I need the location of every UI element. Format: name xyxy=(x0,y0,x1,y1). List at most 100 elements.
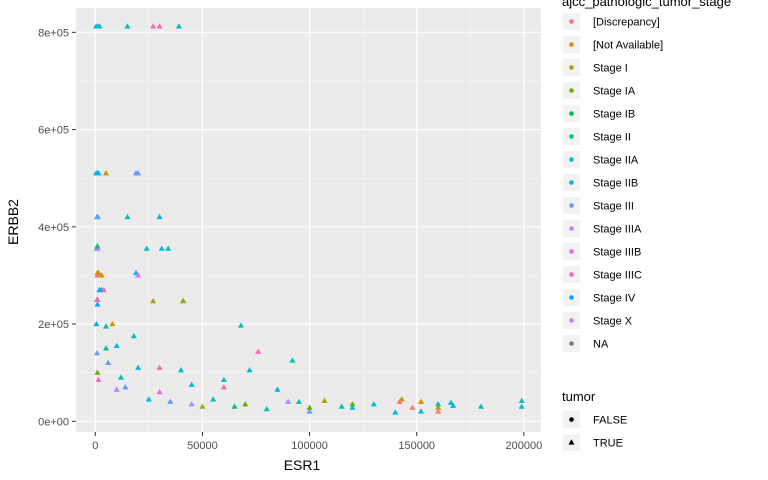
data-point xyxy=(145,396,152,402)
data-point xyxy=(156,364,163,370)
legend-label: Stage IIB xyxy=(593,178,638,190)
data-point xyxy=(435,401,442,407)
legend-swatch xyxy=(569,88,574,93)
legend-label: Stage IIA xyxy=(593,155,639,167)
data-point xyxy=(143,245,150,251)
legend-swatch xyxy=(569,134,574,139)
data-point xyxy=(124,23,131,29)
minor-gridlines xyxy=(76,8,541,432)
x-tick-label: 150000 xyxy=(398,440,435,452)
data-point xyxy=(93,296,101,302)
data-point xyxy=(94,272,101,278)
data-point xyxy=(417,408,425,414)
data-point xyxy=(199,403,206,409)
data-point xyxy=(188,401,195,407)
x-axis-label: ESR1 xyxy=(284,457,321,473)
legend-swatch xyxy=(569,318,574,323)
data-point xyxy=(255,348,262,354)
legend-label: TRUE xyxy=(593,438,623,450)
legend-swatch xyxy=(569,19,574,24)
y-tick-label: 0e+00 xyxy=(38,416,69,428)
legend-swatch xyxy=(569,42,574,47)
data-point xyxy=(180,297,187,303)
data-point xyxy=(370,401,377,407)
color-legend-title: ajcc_pathologic_tumor_stage xyxy=(562,0,731,9)
data-point xyxy=(263,405,270,412)
legend-swatch xyxy=(569,272,574,277)
legend-swatch xyxy=(569,341,574,346)
data-point xyxy=(447,399,455,405)
legend-swatch xyxy=(569,65,574,70)
data-point xyxy=(150,298,157,304)
shape-legend-title: tumor xyxy=(562,389,596,404)
legend-swatch xyxy=(569,417,574,422)
data-point xyxy=(177,367,185,373)
data-point xyxy=(306,408,313,414)
data-point xyxy=(518,397,525,403)
y-tick-label: 4e+05 xyxy=(38,222,69,234)
data-point xyxy=(349,404,356,410)
data-point xyxy=(392,409,399,415)
y-tick-label: 6e+05 xyxy=(38,125,69,137)
data-point xyxy=(158,245,165,251)
legend-label: Stage IB xyxy=(593,109,635,121)
legend-label: Stage IIIB xyxy=(593,247,641,259)
data-point xyxy=(156,388,163,395)
legend-swatch xyxy=(568,439,575,445)
data-point xyxy=(349,401,356,407)
legend-label: Stage IIIA xyxy=(593,224,642,236)
data-point xyxy=(518,403,525,409)
data-point xyxy=(100,286,107,293)
data-point xyxy=(274,386,281,392)
legend-swatch xyxy=(569,180,574,185)
data-point xyxy=(117,374,125,380)
data-point xyxy=(102,323,110,329)
data-point xyxy=(175,23,182,29)
panel-background xyxy=(76,8,541,432)
data-point xyxy=(94,369,101,375)
data-point xyxy=(306,404,313,410)
legend-label: NA xyxy=(593,339,609,351)
data-point xyxy=(417,398,425,404)
data-point xyxy=(165,245,172,251)
data-point xyxy=(95,376,102,383)
x-axis: 0 50000 100000 150000 200000 xyxy=(92,432,542,452)
data-points xyxy=(93,23,525,415)
legend-label: Stage IV xyxy=(593,293,636,305)
shape-legend: FALSE TRUE xyxy=(563,411,627,451)
data-point xyxy=(113,386,120,392)
x-tick-label: 200000 xyxy=(505,440,542,452)
data-point xyxy=(167,398,174,404)
data-point xyxy=(477,403,485,409)
data-point xyxy=(105,359,112,366)
data-point xyxy=(93,320,100,327)
data-point xyxy=(113,342,120,349)
data-point xyxy=(122,384,129,390)
legend-swatch xyxy=(569,226,574,231)
data-point xyxy=(109,320,116,327)
data-point xyxy=(130,333,137,339)
x-tick-label: 0 xyxy=(92,440,98,452)
y-tick-label: 8e+05 xyxy=(38,27,69,39)
legend-label: Stage I xyxy=(593,63,628,75)
legend-swatch xyxy=(569,157,574,162)
legend-label: [Not Available] xyxy=(593,40,663,52)
legend-label: Stage II xyxy=(593,132,631,144)
data-point xyxy=(96,23,103,29)
y-tick-label: 2e+05 xyxy=(38,319,69,331)
data-point xyxy=(135,364,142,370)
data-point xyxy=(102,170,110,176)
data-point xyxy=(135,170,142,176)
legend-label: FALSE xyxy=(593,415,627,427)
color-legend: [Discrepancy] [Not Available] Stage I Stage… xyxy=(563,13,663,352)
data-point xyxy=(93,213,101,220)
data-point xyxy=(98,272,105,278)
legend-swatch xyxy=(569,203,574,208)
data-point xyxy=(94,243,101,249)
legend-swatch xyxy=(569,111,574,116)
data-point xyxy=(321,397,328,403)
data-point xyxy=(210,396,217,402)
data-point xyxy=(231,403,238,409)
data-point xyxy=(124,213,131,220)
